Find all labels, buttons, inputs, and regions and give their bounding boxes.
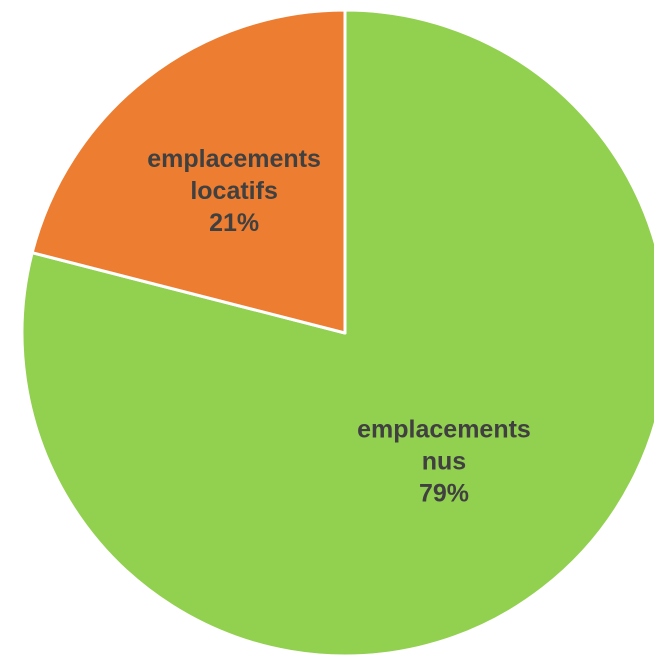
slice-name-line-1-0: emplacements [147,145,321,173]
slice-percent-0: 79% [419,480,469,508]
slice-name-line-0-1: nus [422,448,466,476]
pie-slice-0 [20,8,654,658]
slice-percent-1: 21% [209,209,259,237]
slice-label-0: emplacements nus 79% [357,416,531,508]
labels-layer: emplacements nus 79% emplacements locatifs 21… [147,145,531,508]
slices-layer [20,8,654,658]
pie-slice-1 [30,8,347,335]
slice-label-1: emplacements locatifs 21% [147,145,321,237]
slice-name-line-0-0: emplacements [357,416,531,444]
slice-name-line-1-1: locatifs [190,177,278,205]
